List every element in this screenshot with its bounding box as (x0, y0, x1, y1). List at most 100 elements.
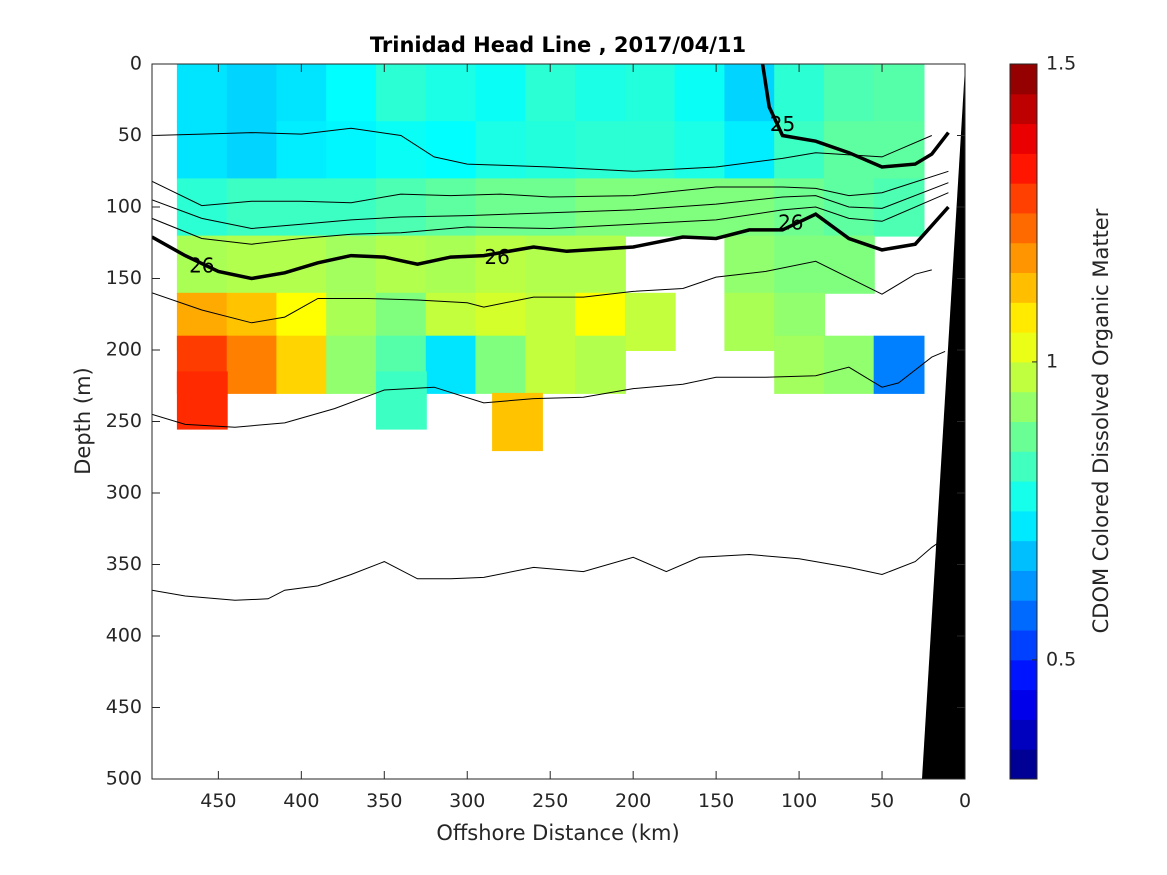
colorbar-swatch (1010, 183, 1037, 214)
cdom-cell (525, 235, 577, 294)
cdom-cell (176, 371, 228, 430)
cdom-cell (824, 121, 875, 180)
cdom-cell (276, 64, 328, 123)
cdom-cell (425, 178, 477, 237)
colorbar-swatch (1010, 361, 1037, 393)
cdom-cell (276, 335, 328, 394)
colorbar-swatch (1010, 749, 1037, 780)
cdom-cell (724, 292, 776, 351)
y-tick-label: 400 (106, 625, 142, 647)
cdom-cell (326, 178, 377, 237)
y-tick-label: 50 (118, 124, 142, 146)
cdom-cell (376, 371, 427, 430)
cdom-cell (276, 121, 328, 180)
y-tick-label: 150 (106, 267, 142, 289)
x-tick-label: 450 (200, 790, 236, 812)
colorbar-swatch (1010, 391, 1037, 422)
isopycnal-line (152, 170, 949, 207)
cdom-cell (425, 335, 477, 394)
cdom-cell (774, 121, 825, 180)
cdom-cell (326, 64, 377, 123)
colorbar-swatch (1010, 64, 1037, 95)
cdom-cell (176, 121, 228, 180)
seafloor-bathymetry (922, 67, 965, 779)
contour-label: 26 (189, 254, 214, 278)
cdom-cell (724, 121, 776, 180)
colorbar-swatch (1010, 272, 1037, 303)
cdom-cell (525, 335, 577, 394)
isopycnal-line (152, 192, 949, 245)
cdom-cell (824, 64, 875, 123)
x-tick-label: 350 (366, 790, 402, 812)
cdom-cell (425, 121, 477, 180)
cdom-cell (226, 121, 278, 180)
chart-title: Trinidad Head Line , 2017/04/11 (370, 33, 746, 57)
x-tick-label: 400 (283, 790, 319, 812)
y-tick-label: 350 (106, 553, 142, 575)
y-axis-label: Depth (m) (71, 367, 95, 474)
cdom-cell (873, 178, 925, 237)
colorbar-swatch (1010, 719, 1037, 750)
y-tick-label: 0 (130, 53, 142, 75)
isopycnal-line (152, 260, 932, 324)
isopycnal-line (152, 350, 946, 428)
y-axis: 0 50 100 150 200 250 300 350 400 450 500 (106, 53, 965, 790)
cdom-cell (873, 335, 925, 394)
x-tick-label: 150 (698, 790, 734, 812)
contour-label: 25 (770, 112, 795, 136)
colorbar-swatch (1010, 689, 1037, 720)
colorbar-swatch (1010, 540, 1037, 571)
contour-label: 26 (484, 245, 509, 269)
y-tick-label: 200 (106, 339, 142, 361)
isopycnal-line (152, 127, 932, 172)
contour-label: 26 (778, 211, 803, 235)
cdom-cell (724, 235, 776, 294)
x-tick-label: 250 (532, 790, 568, 812)
colorbar-swatch (1010, 212, 1037, 244)
contour-labels: 25 26 26 26 (189, 112, 803, 278)
cdom-field (176, 64, 925, 452)
cdom-cell (475, 235, 527, 294)
cdom-cell (774, 335, 825, 394)
colorbar-swatch (1010, 630, 1037, 661)
cdom-cell (824, 335, 875, 394)
x-tick-label: 0 (959, 790, 971, 812)
y-tick-label: 450 (106, 696, 142, 718)
colorbar-swatch (1010, 570, 1037, 601)
cdom-cell (525, 121, 577, 180)
colorbar-swatch (1010, 659, 1037, 691)
cdom-cell (525, 178, 577, 237)
cdom-cell (425, 64, 477, 123)
cdom-cell (575, 178, 626, 237)
cdom-cell (575, 235, 626, 294)
colorbar-tick-label: 1.5 (1046, 53, 1076, 75)
cdom-cell (525, 64, 577, 123)
x-tick-label: 200 (615, 790, 651, 812)
cdom-cell (624, 292, 676, 351)
colorbar-swatch (1010, 93, 1037, 125)
cdom-cell (873, 64, 925, 123)
y-tick-label: 300 (106, 482, 142, 504)
cdom-cell (674, 121, 726, 180)
cdom-cell (226, 235, 278, 294)
cdom-cell (326, 235, 377, 294)
x-tick-label: 300 (449, 790, 485, 812)
cdom-cell (475, 121, 527, 180)
y-tick-label: 250 (106, 410, 142, 432)
colorbar-swatch (1010, 153, 1037, 184)
cdom-cell (376, 64, 427, 123)
colorbar-tick-label: 1 (1046, 350, 1058, 372)
cdom-cell (376, 178, 427, 237)
colorbar-swatch (1010, 600, 1037, 631)
cdom-cell (326, 335, 377, 394)
cdom-cell (226, 178, 278, 237)
cdom-cell (475, 335, 527, 394)
colorbar-swatch (1010, 421, 1037, 452)
x-axis: 450 400 350 300 250 200 150 100 50 0 (200, 64, 971, 812)
colorbar-frame (1009, 63, 1038, 780)
cdom-cell (226, 335, 278, 394)
colorbar-swatch (1010, 302, 1037, 333)
isopycnal-contours (152, 64, 950, 601)
cdom-cell (276, 235, 328, 294)
